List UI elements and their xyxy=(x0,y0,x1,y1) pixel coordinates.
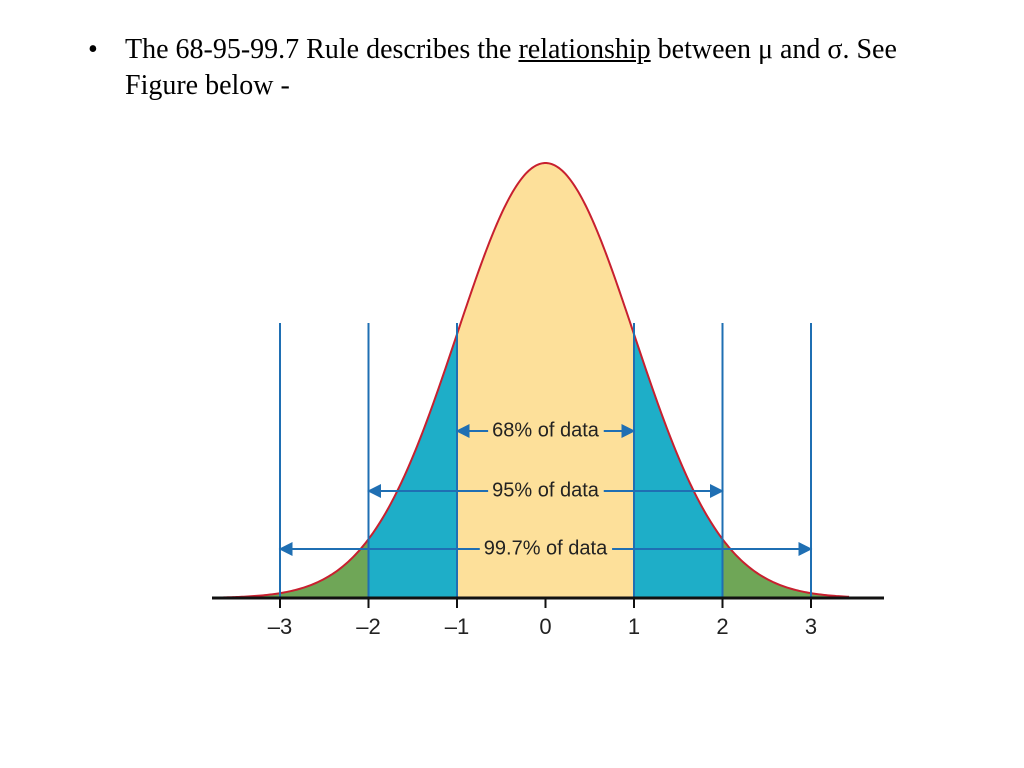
tick-label: –1 xyxy=(445,614,469,639)
tail-area xyxy=(722,539,851,598)
tick-label: –2 xyxy=(356,614,380,639)
label-background xyxy=(488,485,604,497)
bullet-symbol: • xyxy=(88,34,98,65)
center-area xyxy=(457,163,634,598)
curve xyxy=(213,162,850,599)
tick-label: 0 xyxy=(539,614,551,639)
range-label: 95% of data xyxy=(492,479,600,501)
tick-label: 1 xyxy=(628,614,640,639)
tick-label: –3 xyxy=(268,614,292,639)
text: The 68-95-99.7 Rule describes the xyxy=(125,34,519,65)
range-label: 99.7% of data xyxy=(484,537,608,559)
range-label: 68% of data xyxy=(492,419,600,441)
tick-label: 3 xyxy=(805,614,817,639)
bullet-text: The 68-95-99.7 Rule describes the relati… xyxy=(125,32,928,104)
text: between μ and σ. See Figure below - xyxy=(125,34,897,101)
label-background xyxy=(479,543,613,555)
label-background xyxy=(488,425,604,437)
tick-label: 2 xyxy=(716,614,728,639)
underlined-text: relationship xyxy=(518,34,651,65)
bullet-item: • The 68-95-99.7 Rule describes the rela… xyxy=(88,32,928,104)
tail-area xyxy=(213,539,369,598)
